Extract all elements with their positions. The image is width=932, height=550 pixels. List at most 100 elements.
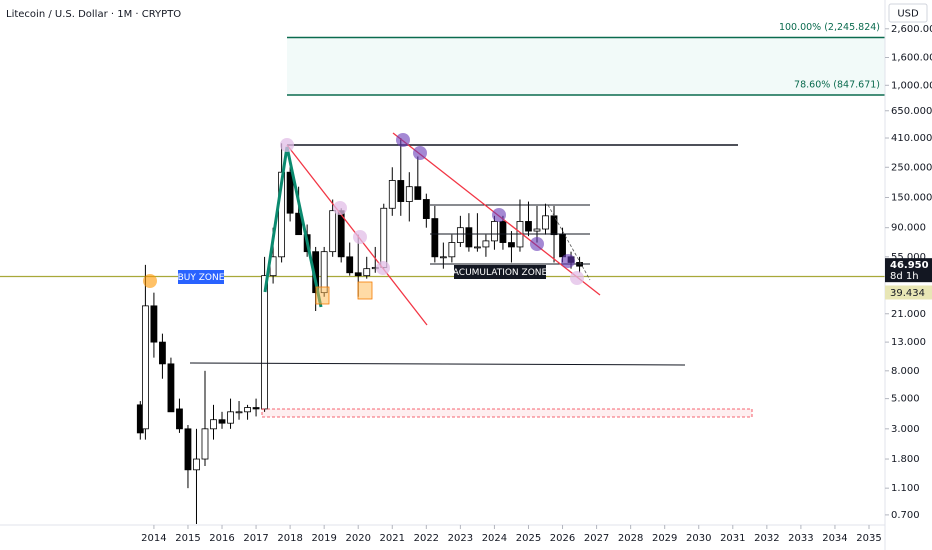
symbol-title: Litecoin / U.S. Dollar · 1M · CRYPTO [6, 9, 181, 20]
candle-body [150, 305, 158, 343]
level-label: 39.434 [890, 288, 925, 299]
candle-body [167, 363, 175, 413]
buy-zone-bg [178, 270, 224, 284]
y-tick-label: 1.100 [891, 483, 920, 494]
candle-body [550, 215, 558, 236]
candle-body [193, 458, 200, 471]
candle-body [525, 221, 532, 232]
marker [396, 133, 410, 147]
drawings [143, 132, 753, 418]
x-tick-label: 2024 [482, 533, 507, 544]
marker [570, 271, 584, 285]
marker [530, 237, 544, 251]
candle-body [184, 428, 192, 471]
candle-body [218, 419, 226, 424]
candle-body [210, 419, 217, 430]
x-tick-label: 2034 [822, 533, 847, 544]
candle-body [465, 227, 473, 248]
candle-body [542, 215, 549, 230]
marker [376, 261, 390, 275]
candle-body [252, 407, 260, 410]
x-tick-label: 2031 [720, 533, 745, 544]
x-tick-label: 2018 [277, 533, 302, 544]
x-tick-label: 2029 [652, 533, 677, 544]
candle-body [533, 228, 541, 232]
fib-fill [287, 37, 885, 96]
accum-zone-bg [454, 265, 546, 279]
candle-body [431, 218, 439, 258]
last-price: 46.950 [890, 260, 929, 271]
candle-body [474, 246, 481, 249]
candle-body [405, 186, 413, 202]
marker [492, 208, 506, 222]
x-tick-label: 2025 [516, 533, 541, 544]
accum-zone-label: ACUMULATION ZONE [453, 268, 548, 278]
y-tick-label: 2,600.000 [891, 24, 932, 35]
candle-body [278, 171, 286, 258]
candle-body [346, 256, 354, 274]
candle-body [397, 180, 405, 202]
marker [333, 201, 347, 215]
fib-label: 100.00% (2,245.824) [779, 22, 880, 33]
y-tick-label: 90.000 [891, 223, 926, 234]
marker [143, 274, 157, 288]
fib-label: 78.60% (847.671) [794, 80, 880, 91]
x-tick-label: 2017 [243, 533, 268, 544]
y-tick-label: 0.700 [891, 510, 920, 521]
marker [561, 254, 575, 268]
candle-body [482, 240, 490, 248]
candle-body [491, 221, 498, 242]
candle-body [176, 408, 183, 430]
marker [413, 146, 427, 160]
x-tick-label: 2021 [380, 533, 405, 544]
y-tick-label: 8.000 [891, 366, 920, 377]
candle-body [559, 234, 566, 258]
y-tick-label: 5.000 [891, 394, 920, 405]
axes: 0.700 1.100 1.800 3.000 5.000 8.000 13.000 21.0… [141, 24, 932, 544]
currency-box[interactable] [888, 3, 928, 23]
labels: BUY ZONE ACUMULATION ZONE Litecoin / U.S… [6, 9, 548, 284]
dashed-line [547, 204, 591, 281]
buy-box [315, 286, 330, 305]
y-tick-label: 1,000.000 [891, 80, 932, 91]
candle-body [422, 199, 430, 219]
x-tick-label: 2015 [175, 533, 200, 544]
x-tick-label: 2026 [550, 533, 575, 544]
candle-body [320, 251, 328, 294]
candle-body [508, 242, 515, 248]
candle-body [388, 180, 396, 209]
x-tick-label: 2035 [856, 533, 881, 544]
fib-zone: 100.00% (2,245.824) 78.60% (847.671) [0, 22, 885, 278]
marker [280, 138, 294, 152]
support-line [189, 362, 686, 366]
x-tick-label: 2023 [448, 533, 473, 544]
candle-body [201, 428, 209, 460]
y-tick-label: 1,600.000 [891, 52, 932, 63]
x-tick-label: 2033 [788, 533, 813, 544]
y-tick-label: 1.800 [891, 454, 920, 465]
candle-body [380, 207, 388, 268]
y-tick-label: 21.000 [891, 309, 926, 320]
candle-body [235, 411, 243, 414]
level-bg [885, 285, 932, 300]
countdown: 8d 1h [890, 271, 919, 282]
candle-body [329, 210, 337, 253]
currency[interactable]: USD [897, 9, 919, 20]
last-price-bg [885, 258, 932, 283]
y-tick-label: 13.000 [891, 337, 926, 348]
y-tick-label: 3.000 [891, 424, 920, 435]
candle-body [295, 212, 303, 236]
x-tick-label: 2016 [209, 533, 234, 544]
marker [353, 230, 367, 244]
candle-body [499, 221, 507, 243]
x-tick-label: 2014 [141, 533, 166, 544]
candle-body [363, 268, 371, 277]
candle-body [439, 256, 447, 259]
x-tick-label: 2020 [345, 533, 370, 544]
y-tick-label: 55.000 [891, 252, 926, 263]
time-axis [0, 525, 885, 550]
x-tick-label: 2027 [584, 533, 609, 544]
candle-body [286, 171, 294, 214]
y-tick-label: 250.000 [891, 162, 932, 173]
